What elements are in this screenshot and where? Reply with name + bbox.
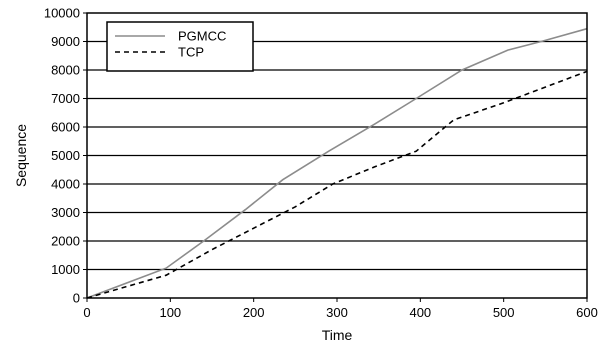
x-tick-label: 200 (243, 305, 265, 320)
x-tick-label: 600 (576, 305, 598, 320)
x-tick-label: 100 (159, 305, 181, 320)
y-tick-label: 10000 (44, 6, 80, 21)
x-axis-title: Time (322, 327, 353, 343)
y-tick-label: 8000 (51, 63, 80, 78)
x-tick-labels: 0 100 200 300 400 500 600 (83, 298, 598, 320)
y-tick-label: 6000 (51, 120, 80, 135)
series-line-tcp (86, 70, 588, 299)
x-tick-label: 0 (83, 305, 90, 320)
y-tick-label: 0 (73, 291, 80, 306)
y-tick-label: 2000 (51, 234, 80, 249)
gridlines (87, 40, 587, 271)
legend: PGMCC TCP (106, 21, 254, 72)
series-lines (86, 27, 588, 299)
legend-label-tcp: TCP (178, 45, 204, 60)
y-tick-label: 5000 (51, 148, 80, 163)
x-tick-label: 500 (493, 305, 515, 320)
x-tick-label: 400 (409, 305, 431, 320)
y-tick-label: 7000 (51, 91, 80, 106)
y-tick-label: 3000 (51, 205, 80, 220)
x-tick-label: 300 (326, 305, 348, 320)
legend-box (106, 21, 254, 72)
legend-label-pgmcc: PGMCC (178, 29, 226, 44)
y-tick-labels: 0 1000 2000 3000 4000 5000 6000 7000 8000 9000 100… (44, 6, 87, 306)
y-axis-title: Sequence (13, 124, 29, 187)
y-tick-label: 1000 (51, 262, 80, 277)
series-line-pgmcc (86, 27, 588, 299)
y-tick-label: 9000 (51, 34, 80, 49)
y-tick-label: 4000 (51, 177, 80, 192)
